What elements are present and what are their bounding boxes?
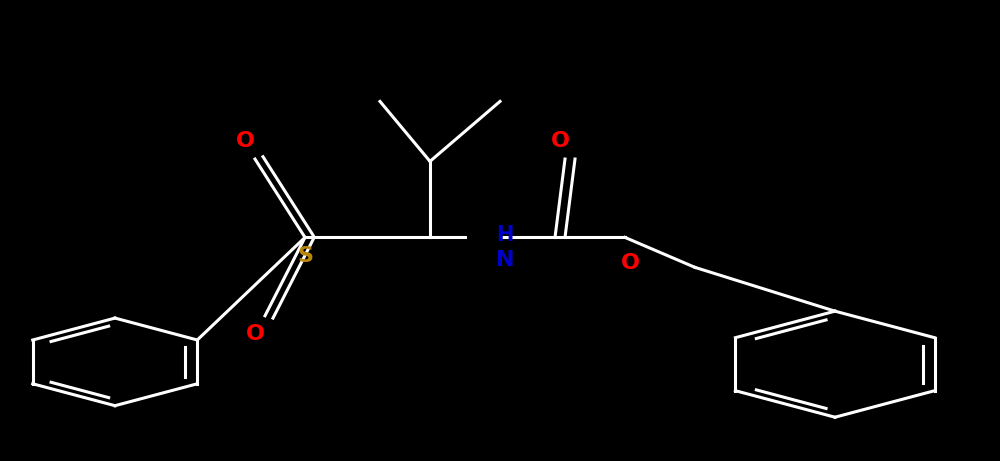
Text: O: O [550,130,569,151]
Text: O: O [620,253,640,273]
Text: O: O [236,130,254,151]
Text: S: S [297,246,313,266]
Text: H: H [496,225,514,245]
Text: O: O [246,324,264,344]
Text: N: N [496,250,514,271]
